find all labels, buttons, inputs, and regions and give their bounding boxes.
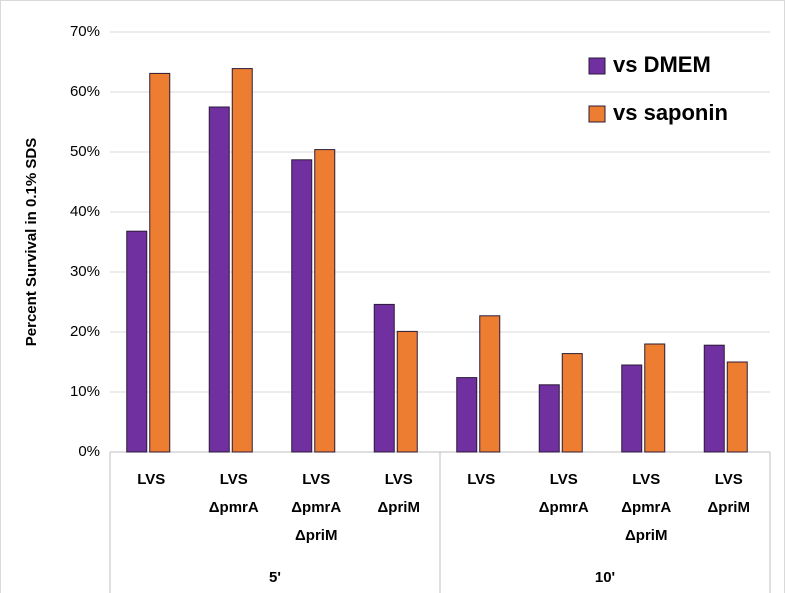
x-tick-label: ΔpmrA <box>209 499 259 516</box>
x-tick-label: LVS <box>632 471 660 488</box>
x-tick-label: ΔpmrA <box>621 499 671 516</box>
bar <box>726 361 748 453</box>
x-tick-label: LVS <box>137 471 165 488</box>
bar <box>644 343 666 453</box>
bar <box>291 159 313 453</box>
bar <box>208 106 230 453</box>
bar <box>231 68 253 453</box>
bar <box>561 353 583 453</box>
x-tick-label: LVS <box>550 471 578 488</box>
bar <box>621 364 643 453</box>
x-tick-label: LVS <box>220 471 248 488</box>
group-label: 5' <box>269 569 281 586</box>
x-tick-label: ΔpriM <box>625 527 667 544</box>
x-tick-label: LVS <box>302 471 330 488</box>
x-tick-label: LVS <box>715 471 743 488</box>
y-tick-label: 0% <box>78 443 100 460</box>
legend-label: vs DMEM <box>613 52 711 77</box>
y-tick-label: 30% <box>70 263 100 280</box>
x-tick-label: ΔpmrA <box>291 499 341 516</box>
bar <box>149 72 171 453</box>
y-tick-label: 40% <box>70 203 100 220</box>
legend-swatch <box>588 57 606 75</box>
bar <box>538 384 560 453</box>
bar <box>456 377 478 453</box>
y-tick-label: 10% <box>70 383 100 400</box>
x-tick-label: ΔpriM <box>295 527 337 544</box>
x-tick-label: ΔpriM <box>378 499 420 516</box>
legend-label: vs saponin <box>613 100 728 125</box>
bar <box>373 303 395 453</box>
y-tick-label: 70% <box>70 23 100 40</box>
bar <box>396 330 418 453</box>
bar <box>703 344 725 453</box>
bar <box>314 149 336 453</box>
legend-swatch <box>588 105 606 123</box>
x-tick-label: ΔpriM <box>708 499 750 516</box>
x-tick-label: ΔpmrA <box>539 499 589 516</box>
y-axis-title: Percent Survival in 0.1% SDS <box>23 138 40 346</box>
group-label: 10' <box>595 569 615 586</box>
x-tick-label: LVS <box>385 471 413 488</box>
x-tick-label: LVS <box>467 471 495 488</box>
y-tick-label: 60% <box>70 83 100 100</box>
bar <box>479 315 501 453</box>
y-tick-label: 50% <box>70 143 100 160</box>
bar <box>126 230 148 453</box>
y-tick-label: 20% <box>70 323 100 340</box>
